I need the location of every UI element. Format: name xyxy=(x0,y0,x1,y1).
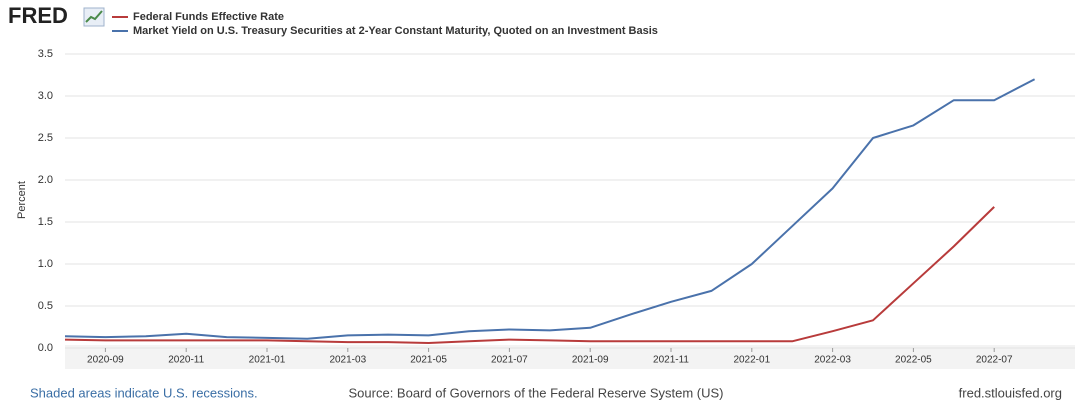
x-tick-label: 2021-03 xyxy=(329,355,366,366)
x-tick-label: 2022-05 xyxy=(895,355,932,366)
x-tick-label: 2022-01 xyxy=(733,355,770,366)
x-tick-label: 2021-05 xyxy=(410,355,447,366)
x-tick-label: 2020-09 xyxy=(87,355,124,366)
y-tick-label: 2.0 xyxy=(38,174,53,186)
source: Source: Board of Governors of the Federa… xyxy=(349,385,724,400)
y-tick-label: 1.0 xyxy=(38,258,53,270)
logo: FRED xyxy=(8,3,68,28)
x-tick-label: 2022-07 xyxy=(976,355,1013,366)
y-tick-label: 2.5 xyxy=(38,132,53,144)
legend-label: Federal Funds Effective Rate xyxy=(133,11,284,23)
y-tick-label: 0.5 xyxy=(38,300,53,312)
series-line xyxy=(64,206,995,344)
site-link[interactable]: fred.stlouisfed.org xyxy=(959,385,1062,400)
y-tick-label: 0.0 xyxy=(38,342,53,354)
y-tick-label: 3.5 xyxy=(38,48,53,60)
x-tick-label: 2021-11 xyxy=(653,355,689,366)
x-tick-label: 2021-01 xyxy=(249,355,286,366)
y-axis-label: Percent xyxy=(16,181,28,219)
x-tick-label: 2021-07 xyxy=(491,355,528,366)
y-tick-label: 1.5 xyxy=(38,216,53,228)
x-axis-band xyxy=(65,345,1075,369)
series-line xyxy=(64,78,1036,340)
x-tick-label: 2021-09 xyxy=(572,355,609,366)
x-tick-label: 2022-03 xyxy=(814,355,851,366)
logo-icon xyxy=(83,7,105,27)
y-tick-label: 3.0 xyxy=(38,90,53,102)
legend-label: Market Yield on U.S. Treasury Securities… xyxy=(133,25,658,37)
x-tick-label: 2020-11 xyxy=(168,355,204,366)
footer-note[interactable]: Shaded areas indicate U.S. recessions. xyxy=(30,385,258,400)
